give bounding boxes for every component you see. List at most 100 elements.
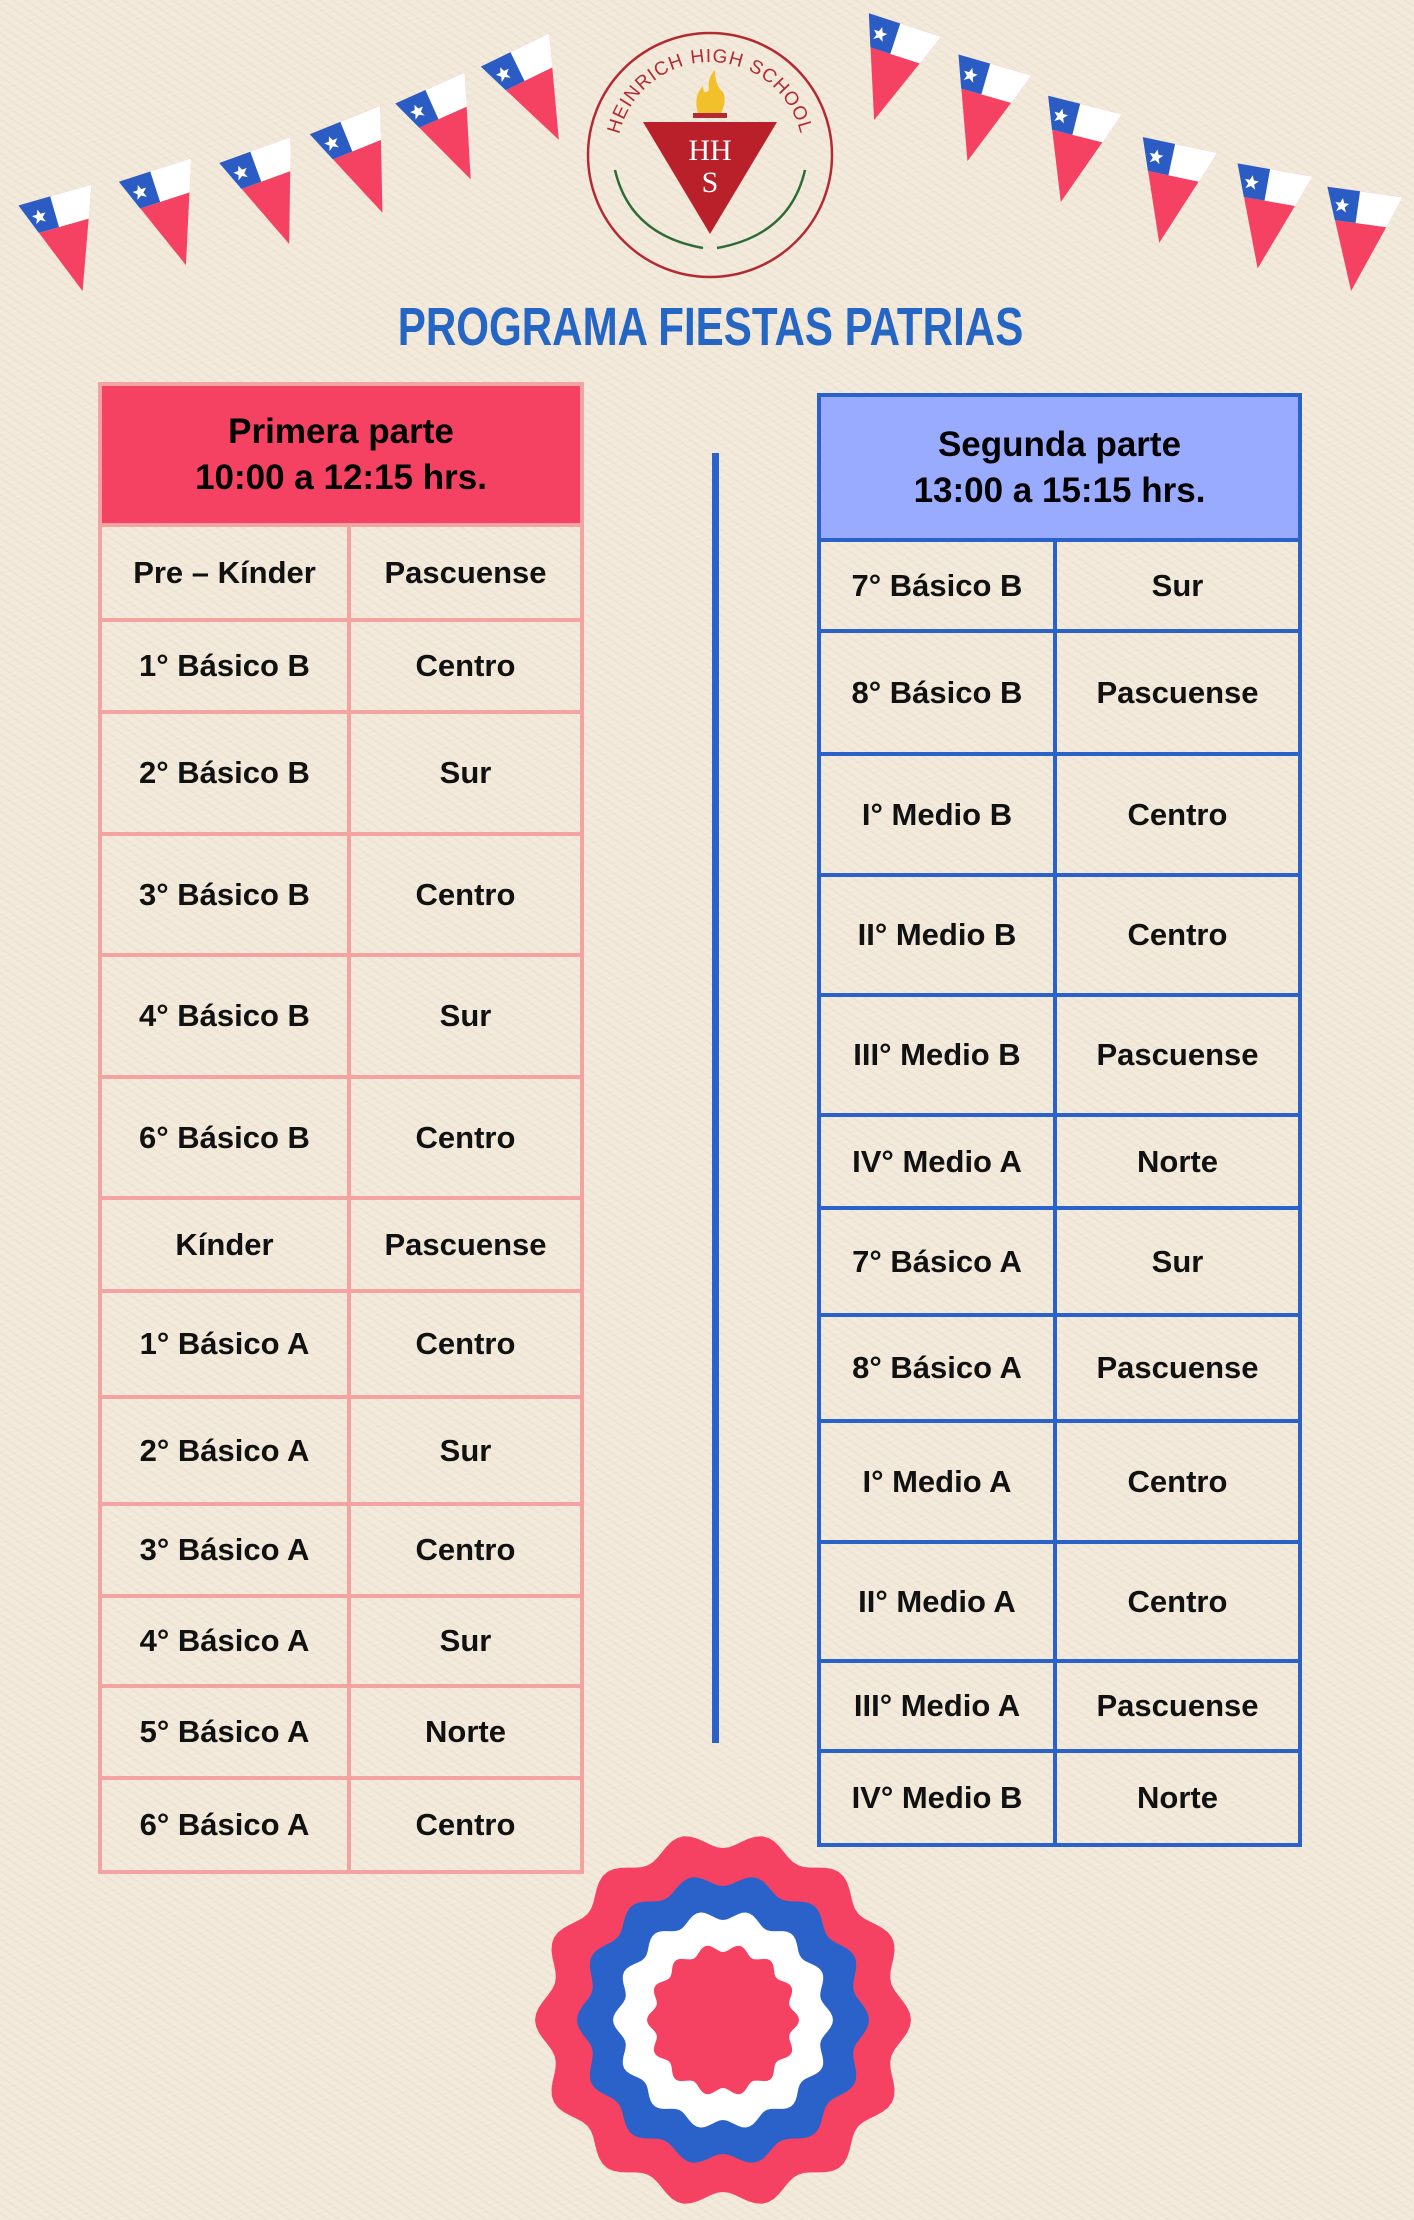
curso-cell: 1° Básico A xyxy=(102,1293,351,1395)
zona-cell: Pascuense xyxy=(1096,1037,1259,1072)
divider-line xyxy=(712,453,719,1743)
chile-flag-pennant xyxy=(1142,137,1218,243)
chile-flag-pennant xyxy=(868,13,942,121)
curso-cell: I° Medio B xyxy=(821,756,1057,873)
curso-cell: III° Medio A xyxy=(821,1663,1057,1749)
chile-flag-pennant xyxy=(480,33,559,140)
chilean-flag-bunting xyxy=(18,13,1403,292)
zona-cell: Centro xyxy=(415,1119,516,1155)
curso-cell: 2° Básico A xyxy=(102,1399,351,1502)
segunda-parte-rows: 7° Básico B Sur 8° Básico B Pascuense I° Med… xyxy=(821,542,1298,1843)
primera-parte-rows: Pre – Kínder Pascuense 1° Básico B Centro 2°… xyxy=(102,527,580,1870)
table-row: 8° Básico A Pascuense xyxy=(821,1317,1298,1423)
table-row: 3° Básico B Centro xyxy=(102,836,580,957)
chile-flag-pennant xyxy=(118,158,192,266)
curso-cell: 8° Básico B xyxy=(821,633,1057,752)
table-row: 8° Básico B Pascuense xyxy=(821,633,1298,756)
zona-cell: Sur xyxy=(439,1432,492,1468)
table-row: 4° Básico B Sur xyxy=(102,957,580,1079)
curso-cell: III° Medio B xyxy=(821,997,1057,1113)
chile-flag-pennant xyxy=(1237,163,1313,269)
segunda-parte-header: Segunda parte 13:00 a 15:15 hrs. xyxy=(821,397,1298,542)
table-row: 6° Básico A Centro xyxy=(102,1780,580,1870)
curso-cell: I° Medio A xyxy=(821,1423,1057,1540)
zona-cell: Sur xyxy=(439,755,492,790)
table-row: 1° Básico B Centro xyxy=(102,622,580,714)
curso-cell: 2° Básico B xyxy=(102,714,351,832)
table-row: 2° Básico A Sur xyxy=(102,1399,580,1506)
chile-flag-pennant xyxy=(309,105,383,213)
curso-cell: 7° Básico B xyxy=(821,542,1057,629)
zona-cell: Centro xyxy=(1127,1583,1228,1619)
curso-cell: II° Medio A xyxy=(821,1544,1057,1659)
segunda-parte-time: 13:00 a 15:15 hrs. xyxy=(913,470,1206,510)
curso-cell: 5° Básico A xyxy=(102,1688,351,1776)
zona-cell: Pascuense xyxy=(1096,674,1259,710)
table-row: IV° Medio B Norte xyxy=(821,1753,1298,1843)
zona-cell: Centro xyxy=(1127,917,1228,952)
table-row: 5° Básico A Norte xyxy=(102,1688,580,1780)
zona-cell: Sur xyxy=(1151,1243,1204,1279)
table-row: III° Medio B Pascuense xyxy=(821,997,1298,1117)
zona-cell: Norte xyxy=(1137,1780,1218,1815)
table-row: I° Medio B Centro xyxy=(821,756,1298,877)
curso-cell: IV° Medio B xyxy=(821,1753,1057,1843)
zona-cell: Norte xyxy=(1137,1143,1218,1179)
segunda-parte-table: Segunda parte 13:00 a 15:15 hrs. 7° Bási… xyxy=(817,393,1302,1847)
curso-cell: 1° Básico B xyxy=(102,622,351,710)
table-row: 1° Básico A Centro xyxy=(102,1293,580,1399)
curso-cell: 3° Básico A xyxy=(102,1506,351,1594)
table-row: 6° Básico B Centro xyxy=(102,1079,580,1200)
chile-flag-pennant xyxy=(18,184,92,292)
curso-cell: 4° Básico A xyxy=(102,1598,351,1684)
table-row: 7° Básico A Sur xyxy=(821,1210,1298,1317)
curso-cell: 6° Básico B xyxy=(102,1079,351,1196)
zona-cell: Centro xyxy=(415,1807,516,1842)
table-row: IV° Medio A Norte xyxy=(821,1117,1298,1210)
segunda-parte-title: Segunda parte xyxy=(937,424,1182,464)
zona-cell: Pascuense xyxy=(384,554,547,590)
curso-cell: 6° Básico A xyxy=(102,1780,351,1870)
table-row: 3° Básico A Centro xyxy=(102,1506,580,1598)
chile-flag-pennant xyxy=(219,137,291,244)
chile-flag-pennant xyxy=(395,72,471,180)
zona-cell: Pascuense xyxy=(1096,1350,1259,1385)
zona-cell: Pascuense xyxy=(1096,1688,1259,1723)
curso-cell: Pre – Kínder xyxy=(102,527,351,618)
zona-cell: Sur xyxy=(439,1623,492,1658)
zona-cell: Norte xyxy=(425,1714,506,1749)
svg-text:HH: HH xyxy=(688,134,731,167)
table-row: 4° Básico A Sur xyxy=(102,1598,580,1688)
table-row: III° Medio A Pascuense xyxy=(821,1663,1298,1753)
chilean-rosette-decoration xyxy=(535,1836,911,2204)
curso-cell: 3° Básico B xyxy=(102,836,351,953)
table-row: Kínder Pascuense xyxy=(102,1200,580,1293)
zona-cell: Centro xyxy=(415,1326,516,1361)
chile-flag-pennant xyxy=(958,54,1032,162)
primera-parte-header: Primera parte 10:00 a 12:15 hrs. xyxy=(102,386,580,527)
zona-cell: Centro xyxy=(415,876,516,912)
table-row: Pre – Kínder Pascuense xyxy=(102,527,580,622)
table-row: 2° Básico B Sur xyxy=(102,714,580,836)
curso-cell: 8° Básico A xyxy=(821,1317,1057,1419)
school-logo: HEINRICH HIGH SCHOOL HH S xyxy=(586,31,834,279)
zona-cell: Centro xyxy=(1127,796,1228,832)
table-row: 7° Básico B Sur xyxy=(821,542,1298,633)
chile-flag-pennant xyxy=(1327,186,1403,292)
zona-cell: Sur xyxy=(1151,567,1204,603)
zona-cell: Sur xyxy=(439,998,492,1033)
zona-cell: Centro xyxy=(415,648,516,683)
primera-parte-table: Primera parte 10:00 a 12:15 hrs. Pre – K… xyxy=(98,382,584,1874)
table-row: I° Medio A Centro xyxy=(821,1423,1298,1544)
curso-cell: Kínder xyxy=(102,1200,351,1289)
zona-cell: Centro xyxy=(415,1532,516,1567)
page-title: PROGRAMA FIESTAS PATRIAS xyxy=(397,297,1024,357)
chile-flag-pennant xyxy=(1048,95,1122,203)
curso-cell: 4° Básico B xyxy=(102,957,351,1075)
curso-cell: IV° Medio A xyxy=(821,1117,1057,1206)
svg-text:S: S xyxy=(702,166,719,199)
primera-parte-title: Primera parte xyxy=(228,411,454,451)
table-row: II° Medio B Centro xyxy=(821,877,1298,997)
curso-cell: 7° Básico A xyxy=(821,1210,1057,1313)
primera-parte-time: 10:00 a 12:15 hrs. xyxy=(195,457,487,497)
